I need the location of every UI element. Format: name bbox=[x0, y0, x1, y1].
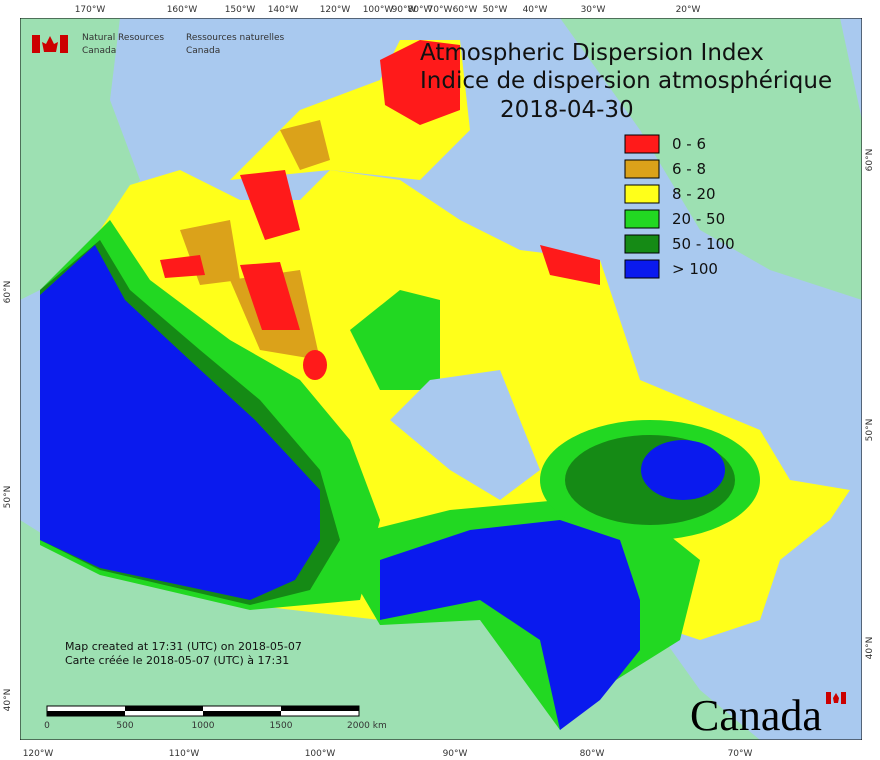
scale-label: 0 bbox=[44, 721, 50, 731]
graticule-label: 40°N bbox=[865, 637, 875, 660]
graticule-label: 20°W bbox=[676, 5, 701, 15]
graticule-label: 60°N bbox=[865, 149, 875, 172]
wordmark: Canada bbox=[690, 691, 822, 740]
graticule-label: 110°W bbox=[169, 749, 200, 759]
legend-label: 8 - 20 bbox=[672, 185, 716, 203]
scale-label: 2000 km bbox=[347, 721, 387, 731]
legend-label: 50 - 100 bbox=[672, 235, 735, 253]
date: 2018-04-30 bbox=[500, 97, 634, 123]
logo: Natural Resources Canada Ressources natu… bbox=[32, 33, 285, 56]
scale-label: 500 bbox=[116, 721, 133, 731]
logo-text: Ressources naturelles bbox=[186, 33, 285, 43]
graticule-label: 160°W bbox=[167, 5, 198, 15]
legend-swatch bbox=[624, 234, 660, 254]
wordmark-flag bbox=[826, 692, 846, 704]
legend: 0 - 6 6 - 8 8 - 20 20 - 50 50 - 100 > 100 bbox=[624, 134, 735, 279]
graticule-label: 60°N bbox=[3, 281, 13, 304]
scale-bar bbox=[46, 705, 360, 717]
map-area bbox=[20, 18, 862, 740]
scale-label: 1500 bbox=[270, 721, 293, 731]
credit: Carte créée le 2018-05-07 (UTC) à 17:31 bbox=[65, 654, 289, 667]
legend-label: > 100 bbox=[672, 260, 718, 278]
graticule-label: 100°W bbox=[363, 5, 394, 15]
graticule-label: 70°W bbox=[428, 5, 453, 15]
legend-label: 0 - 6 bbox=[672, 135, 706, 153]
graticule-label: 90°W bbox=[392, 5, 417, 15]
logo-text: Canada bbox=[82, 46, 116, 56]
legend-swatch bbox=[624, 209, 660, 229]
scale-labels: 0 500 1000 1500 2000 km bbox=[44, 721, 387, 731]
legend-swatch bbox=[624, 159, 660, 179]
graticule-label: 50°N bbox=[865, 419, 875, 442]
logo-text: Natural Resources bbox=[82, 33, 164, 43]
graticule-label: 40°W bbox=[523, 5, 548, 15]
title: Indice de dispersion atmosphérique bbox=[420, 68, 832, 94]
graticule-label: 40°N bbox=[3, 689, 13, 712]
graticule-label: 120°W bbox=[23, 749, 54, 759]
legend-swatch bbox=[624, 184, 660, 204]
graticule-label: 70°W bbox=[728, 749, 753, 759]
graticule-label: 50°N bbox=[3, 486, 13, 509]
graticule-label: 90°W bbox=[443, 749, 468, 759]
graticule-label: 80°W bbox=[580, 749, 605, 759]
legend-swatch bbox=[624, 134, 660, 154]
graticule-label: 100°W bbox=[305, 749, 336, 759]
scale-label: 1000 bbox=[192, 721, 215, 731]
graticule-label: 170°W bbox=[75, 5, 106, 15]
graticule-label: 80°W bbox=[408, 5, 433, 15]
graticule-label: 120°W bbox=[320, 5, 351, 15]
title: Atmospheric Dispersion Index bbox=[420, 40, 764, 66]
graticule-labels: 170°W 160°W 150°W 140°W 120°W 100°W90°W80°W70… bbox=[3, 5, 875, 759]
graticule-label: 30°W bbox=[581, 5, 606, 15]
graticule-label: 50°W bbox=[483, 5, 508, 15]
graticule-label: 60°W bbox=[453, 5, 478, 15]
graticule-label: 150°W bbox=[225, 5, 256, 15]
credit: Map created at 17:31 (UTC) on 2018-05-07 bbox=[65, 640, 302, 653]
graticule-label: 140°W bbox=[268, 5, 299, 15]
legend-label: 6 - 8 bbox=[672, 160, 706, 178]
legend-label: 20 - 50 bbox=[672, 210, 725, 228]
logo-text: Canada bbox=[186, 46, 220, 56]
legend-swatch bbox=[624, 259, 660, 279]
